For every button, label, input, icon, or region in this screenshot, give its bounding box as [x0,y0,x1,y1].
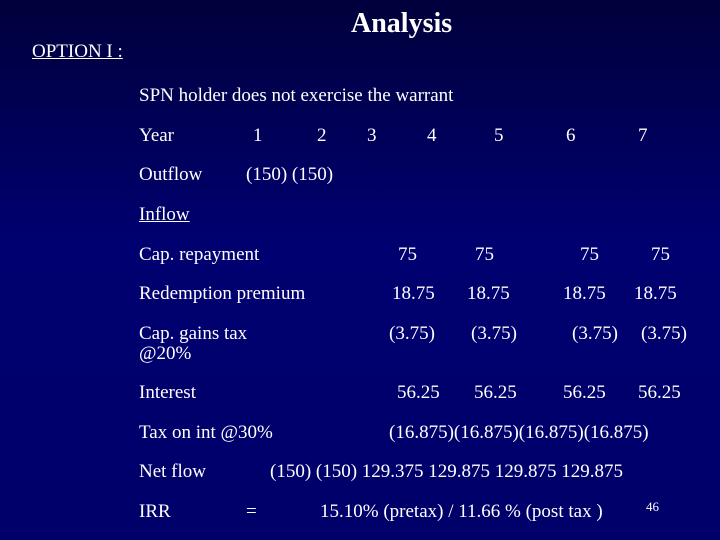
year-7: 7 [638,125,648,146]
interest-y7: 56.25 [638,382,681,403]
slide-title: Analysis [351,8,453,39]
page-number: 46 [646,499,659,514]
year-label: Year [139,125,175,146]
cap-repayment-y6: 75 [580,244,599,265]
year-1: 1 [253,125,263,146]
inflow-label: Inflow [139,204,190,225]
cgt-y6: (3.75) [572,323,618,344]
year-6: 6 [566,125,576,146]
year-2: 2 [317,125,327,146]
year-3: 3 [367,125,377,146]
interest-y4: 56.25 [397,382,440,403]
cgt-y4: (3.75) [389,323,435,344]
irr-label: IRR [139,501,171,522]
slide-subtitle: SPN holder does not exercise the warrant [139,85,454,106]
redemption-y4: 18.75 [392,283,435,304]
net-flow-values: (150) (150) 129.375 129.875 129.875 129.… [270,461,624,482]
interest-label: Interest [139,382,196,403]
net-flow-label: Net flow [139,461,207,482]
cap-repayment-label: Cap. repayment [139,244,260,265]
year-4: 4 [427,125,437,146]
irr-value: 15.10% (pretax) / 11.66 % (post tax ) [320,501,603,522]
cap-repayment-y4: 75 [398,244,417,265]
cgt-y7: (3.75) [641,323,687,344]
interest-y6: 56.25 [563,382,606,403]
cap-repayment-y5: 75 [475,244,494,265]
redemption-label: Redemption premium [139,283,306,304]
cap-repayment-y7: 75 [651,244,670,265]
tax-int-values: (16.875)(16.875)(16.875)(16.875) [389,422,649,443]
outflow-label: Outflow [139,164,203,185]
redemption-y7: 18.75 [634,283,677,304]
tax-int-label: Tax on int @30% [139,422,273,443]
cgt-label-line2: @20% [139,343,192,364]
option-label: OPTION I : [32,41,123,62]
outflow-values: (150) (150) [246,164,334,185]
year-5: 5 [494,125,504,146]
cgt-y5: (3.75) [471,323,517,344]
redemption-y6: 18.75 [563,283,606,304]
redemption-y5: 18.75 [467,283,510,304]
interest-y5: 56.25 [474,382,517,403]
cgt-label-line1: Cap. gains tax [139,323,248,344]
irr-equals: = [246,501,257,522]
